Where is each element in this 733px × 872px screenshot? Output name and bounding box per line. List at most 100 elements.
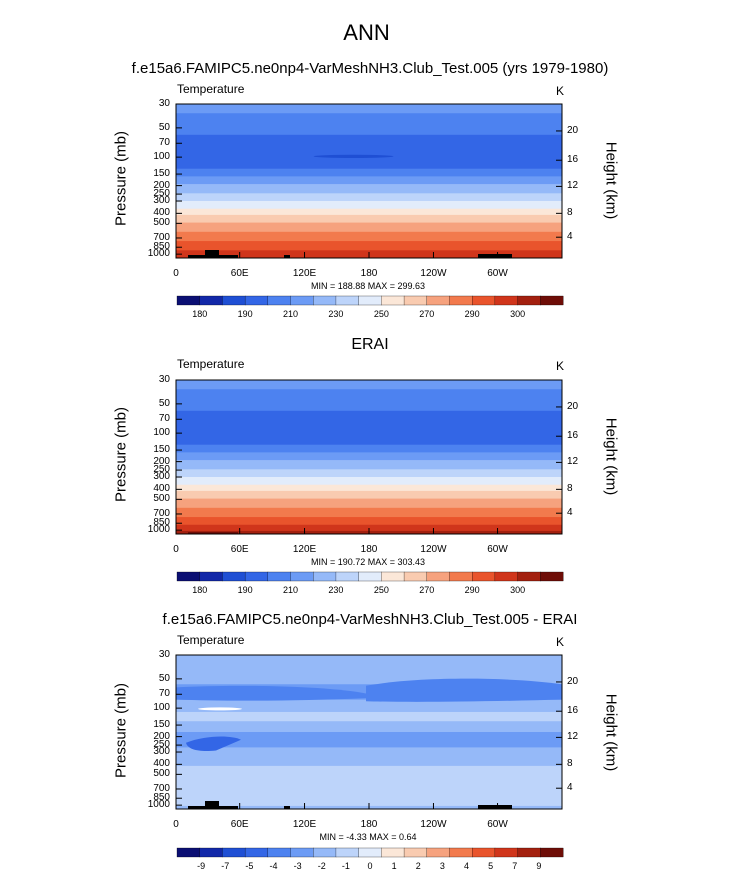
x-tick-label: 60W <box>487 819 508 830</box>
colorbar-box <box>517 847 541 858</box>
colorbar-box <box>358 571 382 582</box>
pressure-tick-label: 200 <box>153 179 170 191</box>
pressure-tick-label: 700 <box>153 782 170 794</box>
pressure-tick-label: 300 <box>153 471 170 483</box>
field-band-3 <box>176 711 562 722</box>
pressure-tick-label: 250 <box>153 188 170 200</box>
field-band-2 <box>176 410 562 446</box>
pressure-tick-label: 70 <box>158 413 170 425</box>
panel-3-variable-label: Temperature <box>177 633 245 647</box>
panel-2-plot <box>175 379 563 535</box>
height-tick-label: 4 <box>567 782 573 794</box>
colorbar-label: -5 <box>245 861 254 871</box>
main-title: ANN <box>343 20 390 45</box>
colorbar-box <box>494 571 519 582</box>
colorbar-label: 3 <box>439 861 445 871</box>
topo-africa <box>188 532 238 534</box>
panel-1-title: f.e15a6.FAMIPC5.ne0np4-VarMeshNH3.Club_T… <box>131 60 609 77</box>
colorbar-label: 210 <box>283 309 299 319</box>
cold-core-contour <box>313 154 394 158</box>
pressure-tick-label: 1000 <box>147 799 170 811</box>
colorbar-box <box>403 847 428 858</box>
x-tick-label: 180 <box>360 544 378 555</box>
panel-1-minmax: MIN = 188.88 MAX = 299.63 <box>310 281 426 291</box>
pressure-tick-label: 850 <box>153 792 170 804</box>
pressure-tick-label: 70 <box>158 137 170 149</box>
pressure-tick-label: 100 <box>153 702 170 714</box>
colorbar-box <box>472 295 496 306</box>
pressure-tick-label: 200 <box>153 455 170 467</box>
colorbar-box <box>290 847 314 858</box>
pressure-tick-label: 50 <box>158 397 170 409</box>
colorbar-label: -1 <box>341 861 350 871</box>
panel-2-colorbar <box>176 571 564 582</box>
x-tick-label: 120E <box>292 819 317 830</box>
x-tick-label: 120E <box>292 544 317 555</box>
colorbar-box <box>313 571 337 582</box>
colorbar-box <box>381 295 405 306</box>
pressure-tick-label: 150 <box>153 444 170 456</box>
field-band-4 <box>176 452 562 461</box>
colorbar-label: -2 <box>317 861 326 871</box>
height-tick-label: 16 <box>567 154 579 166</box>
colorbar-box <box>313 847 337 858</box>
height-tick-label: 12 <box>567 180 579 192</box>
topo-andes <box>478 805 512 809</box>
pressure-tick-label: 70 <box>158 688 170 700</box>
pressure-tick-label: 50 <box>158 672 170 684</box>
pressure-tick-label: 400 <box>153 207 170 219</box>
x-tick-label: 60E <box>230 544 249 555</box>
topo-island <box>284 806 290 809</box>
field-band-8 <box>176 208 562 216</box>
pressure-tick-label: 500 <box>153 217 170 229</box>
anomaly-zero-contour <box>198 707 242 711</box>
x-tick-label: 0 <box>173 544 179 555</box>
panel-3-topography <box>188 801 512 809</box>
pressure-tick-label: 150 <box>153 719 170 731</box>
colorbar-box <box>381 847 405 858</box>
colorbar-box <box>335 295 360 306</box>
colorbar-label: 7 <box>512 861 518 871</box>
field-band-2 <box>176 699 562 713</box>
colorbar-box <box>517 295 541 306</box>
colorbar-box <box>494 847 519 858</box>
colorbar-label: 290 <box>464 309 480 319</box>
pressure-tick-label: 300 <box>153 746 170 758</box>
field-band-7 <box>176 201 562 210</box>
colorbar-box <box>244 847 269 858</box>
panel-2-variable-label: Temperature <box>177 357 245 371</box>
height-tick-label: 12 <box>567 731 579 743</box>
panel-1-variable-label: Temperature <box>177 82 245 96</box>
pressure-tick-label: 100 <box>153 151 170 163</box>
colorbar-label: -9 <box>197 861 206 871</box>
colorbar-box <box>222 847 246 858</box>
field-band-1 <box>176 113 562 136</box>
field-band-5 <box>176 460 562 470</box>
colorbar-box <box>494 295 519 306</box>
field-band-3 <box>176 168 562 177</box>
colorbar-box <box>540 571 564 582</box>
panel-3-units-label: K <box>556 635 565 649</box>
anomaly-region-upper <box>366 678 562 702</box>
field-band-2 <box>176 134 562 170</box>
colorbar-label: 2 <box>415 861 421 871</box>
field-band-5 <box>176 184 562 194</box>
panel-3-ylabel: Pressure (mb) <box>112 682 130 779</box>
x-tick-label: 180 <box>360 819 378 830</box>
height-tick-label: 20 <box>567 675 579 687</box>
colorbar-box <box>267 847 291 858</box>
x-tick-label: 180 <box>360 268 378 279</box>
colorbar-label: 290 <box>464 585 480 595</box>
field-band-9 <box>176 490 562 500</box>
height-tick-label: 12 <box>567 456 579 468</box>
pressure-tick-label: 150 <box>153 168 170 180</box>
pressure-tick-label: 500 <box>153 768 170 780</box>
colorbar-box <box>381 571 405 582</box>
colorbar-box <box>403 295 428 306</box>
colorbar-label: 0 <box>367 861 373 871</box>
colorbar-box <box>449 295 473 306</box>
colorbar-label: 300 <box>510 309 526 319</box>
panel-1-plot <box>175 103 563 259</box>
field-band-0 <box>176 104 562 114</box>
field-band-12 <box>176 241 562 251</box>
